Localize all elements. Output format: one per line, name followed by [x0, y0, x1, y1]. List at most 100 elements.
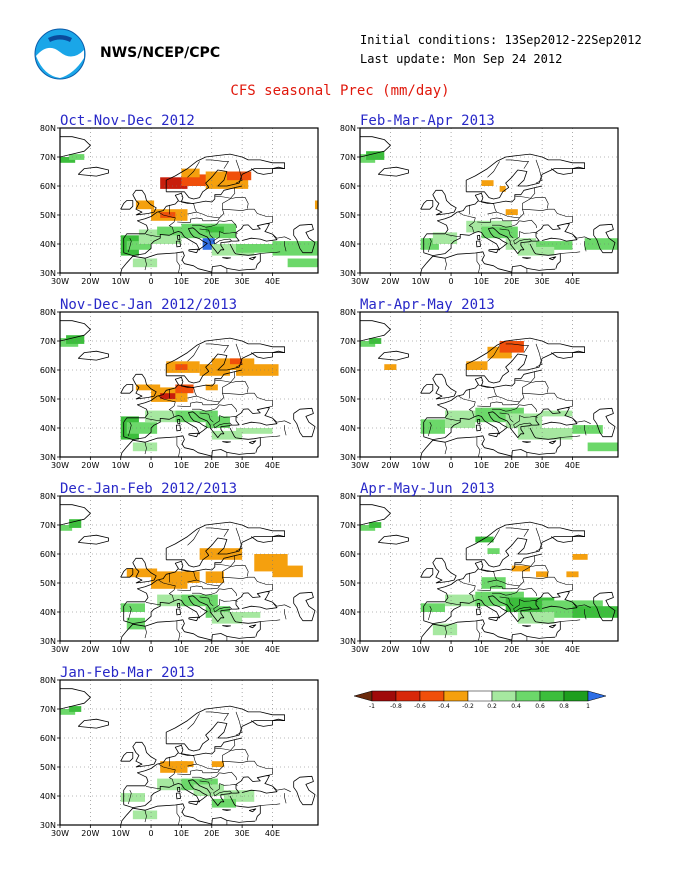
country-border — [499, 596, 514, 607]
lon-label: 10W — [412, 461, 430, 470]
country-border — [214, 563, 232, 567]
country-border — [178, 752, 225, 771]
map-panel-jan-feb-mar: 80N 70N 60N 50N 40N 30N 30W 20W 10W 0 10E 20E 30E 40E… — [38, 665, 338, 839]
lon-label: 40E — [265, 461, 280, 470]
anomaly-cell — [175, 571, 200, 583]
colorbar-swatch — [419, 690, 445, 702]
map-frame — [359, 311, 619, 458]
coastline — [132, 189, 157, 216]
anomaly-cell — [481, 226, 518, 239]
colorbar-arrow-low — [353, 690, 373, 702]
lon-label: 10E — [474, 461, 489, 470]
coastline — [222, 625, 231, 627]
lon-label: 30E — [535, 645, 550, 654]
lon-label: 30W — [51, 645, 69, 654]
coastline — [77, 534, 109, 545]
map-panel-mar-apr-may: 80N 70N 60N 50N 40N 30N 30W 20W 10W 0 10E 20E 30E 40E… — [338, 297, 638, 471]
coastline — [529, 611, 561, 637]
colorbar-tick-label: 0.6 — [535, 703, 545, 710]
lat-label: 60N — [340, 182, 356, 191]
coastline — [60, 136, 91, 158]
coastline — [488, 248, 499, 254]
anomaly-cell — [157, 778, 188, 791]
anomaly-cell — [360, 341, 376, 347]
country-border — [187, 763, 197, 767]
colorbar-tick-label: 0.8 — [559, 703, 569, 710]
country-border — [522, 392, 573, 408]
coastline — [423, 185, 543, 253]
country-border — [177, 401, 203, 407]
lat-label: 40N — [40, 240, 56, 249]
coastline — [250, 534, 285, 543]
anomaly-cell — [584, 238, 618, 250]
country-border — [272, 601, 291, 608]
map-frame — [359, 127, 619, 274]
country-border — [231, 565, 249, 577]
coastline — [165, 337, 285, 384]
map-panel-oct-nov-dec: 80N 70N 60N 50N 40N 30N 30W 20W 10W 0 10E 20E 30E 40E… — [38, 113, 338, 287]
country-border — [205, 527, 230, 537]
country-border — [492, 588, 520, 596]
country-border — [219, 403, 237, 413]
anomaly-cell — [360, 525, 376, 531]
lon-label: 30W — [351, 461, 369, 470]
country-border — [260, 619, 281, 622]
anomaly-cell — [132, 442, 158, 452]
lon-label: 0 — [149, 829, 154, 838]
coastline — [360, 136, 391, 158]
country-border — [219, 415, 238, 418]
anomaly-cell — [236, 364, 279, 376]
colorbar-swatch — [539, 690, 565, 702]
lon-label: 10W — [112, 829, 130, 838]
coastline — [165, 153, 285, 200]
country-border — [428, 238, 432, 253]
coastline — [165, 705, 285, 752]
map-frame — [59, 495, 319, 642]
lon-label: 20W — [381, 461, 399, 470]
lon-label: 30E — [235, 829, 250, 838]
country-border — [458, 211, 476, 233]
coastline — [222, 257, 231, 259]
lat-label: 60N — [40, 182, 56, 191]
country-border — [205, 711, 230, 721]
country-border — [213, 231, 233, 245]
country-border — [492, 404, 520, 412]
country-border — [272, 417, 291, 424]
country-border — [522, 555, 536, 572]
panel-title: Oct-Nov-Dec 2012 — [60, 113, 195, 129]
country-border — [572, 233, 591, 240]
country-border — [235, 159, 243, 184]
anomaly-cell — [60, 709, 76, 715]
country-border — [199, 228, 214, 239]
lon-label: 0 — [149, 277, 154, 286]
country-border — [144, 442, 147, 455]
country-border — [513, 415, 533, 429]
country-border — [222, 739, 236, 756]
coastline — [420, 435, 556, 457]
lat-label: 60N — [340, 366, 356, 375]
country-border — [128, 422, 132, 437]
country-border — [199, 412, 214, 423]
country-border — [476, 253, 481, 273]
country-border — [522, 576, 573, 592]
anomaly-cell — [572, 554, 588, 560]
coastline — [476, 234, 481, 241]
country-border — [584, 425, 587, 436]
country-border — [222, 208, 273, 224]
country-border — [519, 403, 537, 413]
lon-label: 10E — [174, 277, 189, 286]
country-border — [560, 435, 581, 438]
country-border — [231, 197, 249, 209]
coastline — [593, 407, 616, 438]
country-border — [505, 159, 530, 169]
lon-label: 10W — [112, 461, 130, 470]
country-border — [560, 619, 581, 622]
colorbar-tick-label: 0.4 — [511, 703, 521, 710]
anomaly-cell — [205, 571, 224, 583]
coastline — [132, 373, 157, 400]
coastline — [60, 504, 91, 526]
coastline — [593, 591, 616, 622]
country-border — [202, 585, 220, 590]
